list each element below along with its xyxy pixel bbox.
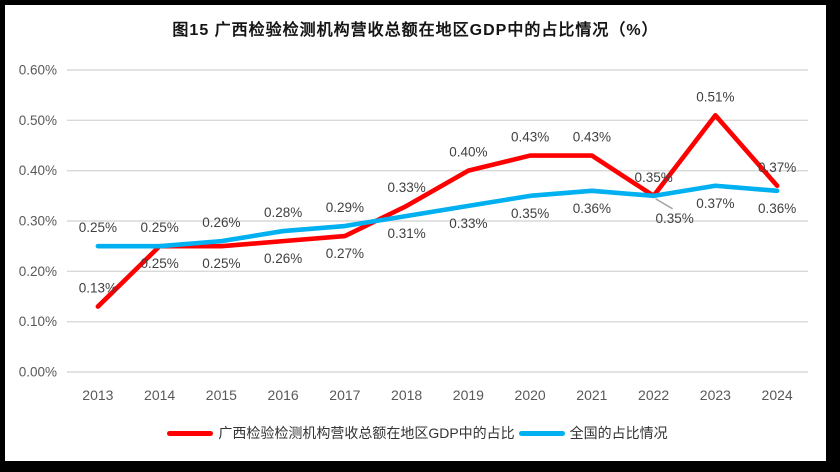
data-label: 0.29%	[326, 200, 364, 215]
y-tick-label: 0.20%	[19, 264, 57, 279]
legend-item-guangxi: 广西检验检测机构营收总额在地区GDP中的占比	[163, 423, 515, 443]
data-label: 0.27%	[326, 246, 364, 261]
legend-label-guangxi: 广西检验检测机构营收总额在地区GDP中的占比	[218, 425, 515, 441]
x-tick-label: 2014	[144, 387, 175, 403]
data-label: 0.25%	[79, 220, 117, 235]
x-tick-label: 2017	[329, 387, 360, 403]
x-tick-label: 2018	[391, 387, 422, 403]
x-tick-label: 2022	[638, 387, 669, 403]
label-leader-line	[655, 198, 674, 210]
x-tick-label: 2015	[206, 387, 237, 403]
x-tick-label: 2024	[762, 387, 793, 403]
x-tick-label: 2019	[453, 387, 484, 403]
data-label: 0.25%	[140, 256, 178, 271]
x-tick-label: 2013	[82, 387, 113, 403]
series-line-0	[95, 113, 780, 309]
data-label: 0.31%	[387, 226, 425, 241]
data-label: 0.25%	[202, 256, 240, 271]
y-tick-label: 0.30%	[19, 214, 57, 229]
legend-swatch-red-line	[167, 430, 214, 436]
data-label: 0.13%	[79, 281, 117, 296]
data-label: 0.36%	[573, 201, 611, 216]
data-label: 0.33%	[387, 180, 425, 195]
line-chart: 0.00% 0.10% 0.20% 0.30% 0.40% 0.50% 0.60% 2013 2…	[19, 63, 808, 403]
x-tick-label: 2016	[268, 387, 299, 403]
data-label: 0.33%	[449, 216, 487, 231]
data-label: 0.43%	[573, 130, 611, 145]
y-tick-label: 0.50%	[19, 113, 57, 128]
x-tick-label: 2023	[700, 387, 731, 403]
legend-item-national: 全国的占比情况	[515, 423, 668, 443]
y-tick-label: 0.40%	[19, 163, 57, 178]
data-label: 0.37%	[758, 160, 796, 175]
chart-title: 图15 广西检验检测机构营收总额在地区GDP中的占比情况（%）	[172, 22, 659, 39]
y-tick-label: 0.00%	[19, 365, 57, 380]
data-label: 0.35%	[634, 170, 672, 185]
x-tick-label: 2021	[576, 387, 607, 403]
data-label: 0.25%	[140, 220, 178, 235]
series-line-1	[95, 183, 780, 249]
x-tick-label: 2020	[515, 387, 546, 403]
data-label: 0.26%	[264, 251, 302, 266]
y-tick-label: 0.60%	[19, 63, 57, 78]
legend-label-national: 全国的占比情况	[569, 425, 668, 441]
data-label: 0.40%	[449, 145, 487, 160]
data-label: 0.37%	[696, 196, 734, 211]
data-label: 0.36%	[758, 201, 796, 216]
data-label: 0.51%	[696, 89, 734, 104]
legend-swatch-blue-line	[518, 430, 565, 436]
chart-legend: 广西检验检测机构营收总额在地区GDP中的占比 全国的占比情况	[5, 424, 826, 442]
data-label: 0.35%	[655, 211, 693, 226]
data-label: 0.35%	[511, 206, 549, 221]
data-label: 0.28%	[264, 205, 302, 220]
data-label: 0.43%	[511, 130, 549, 145]
y-tick-label: 0.10%	[19, 314, 57, 329]
data-label: 0.26%	[202, 215, 240, 230]
